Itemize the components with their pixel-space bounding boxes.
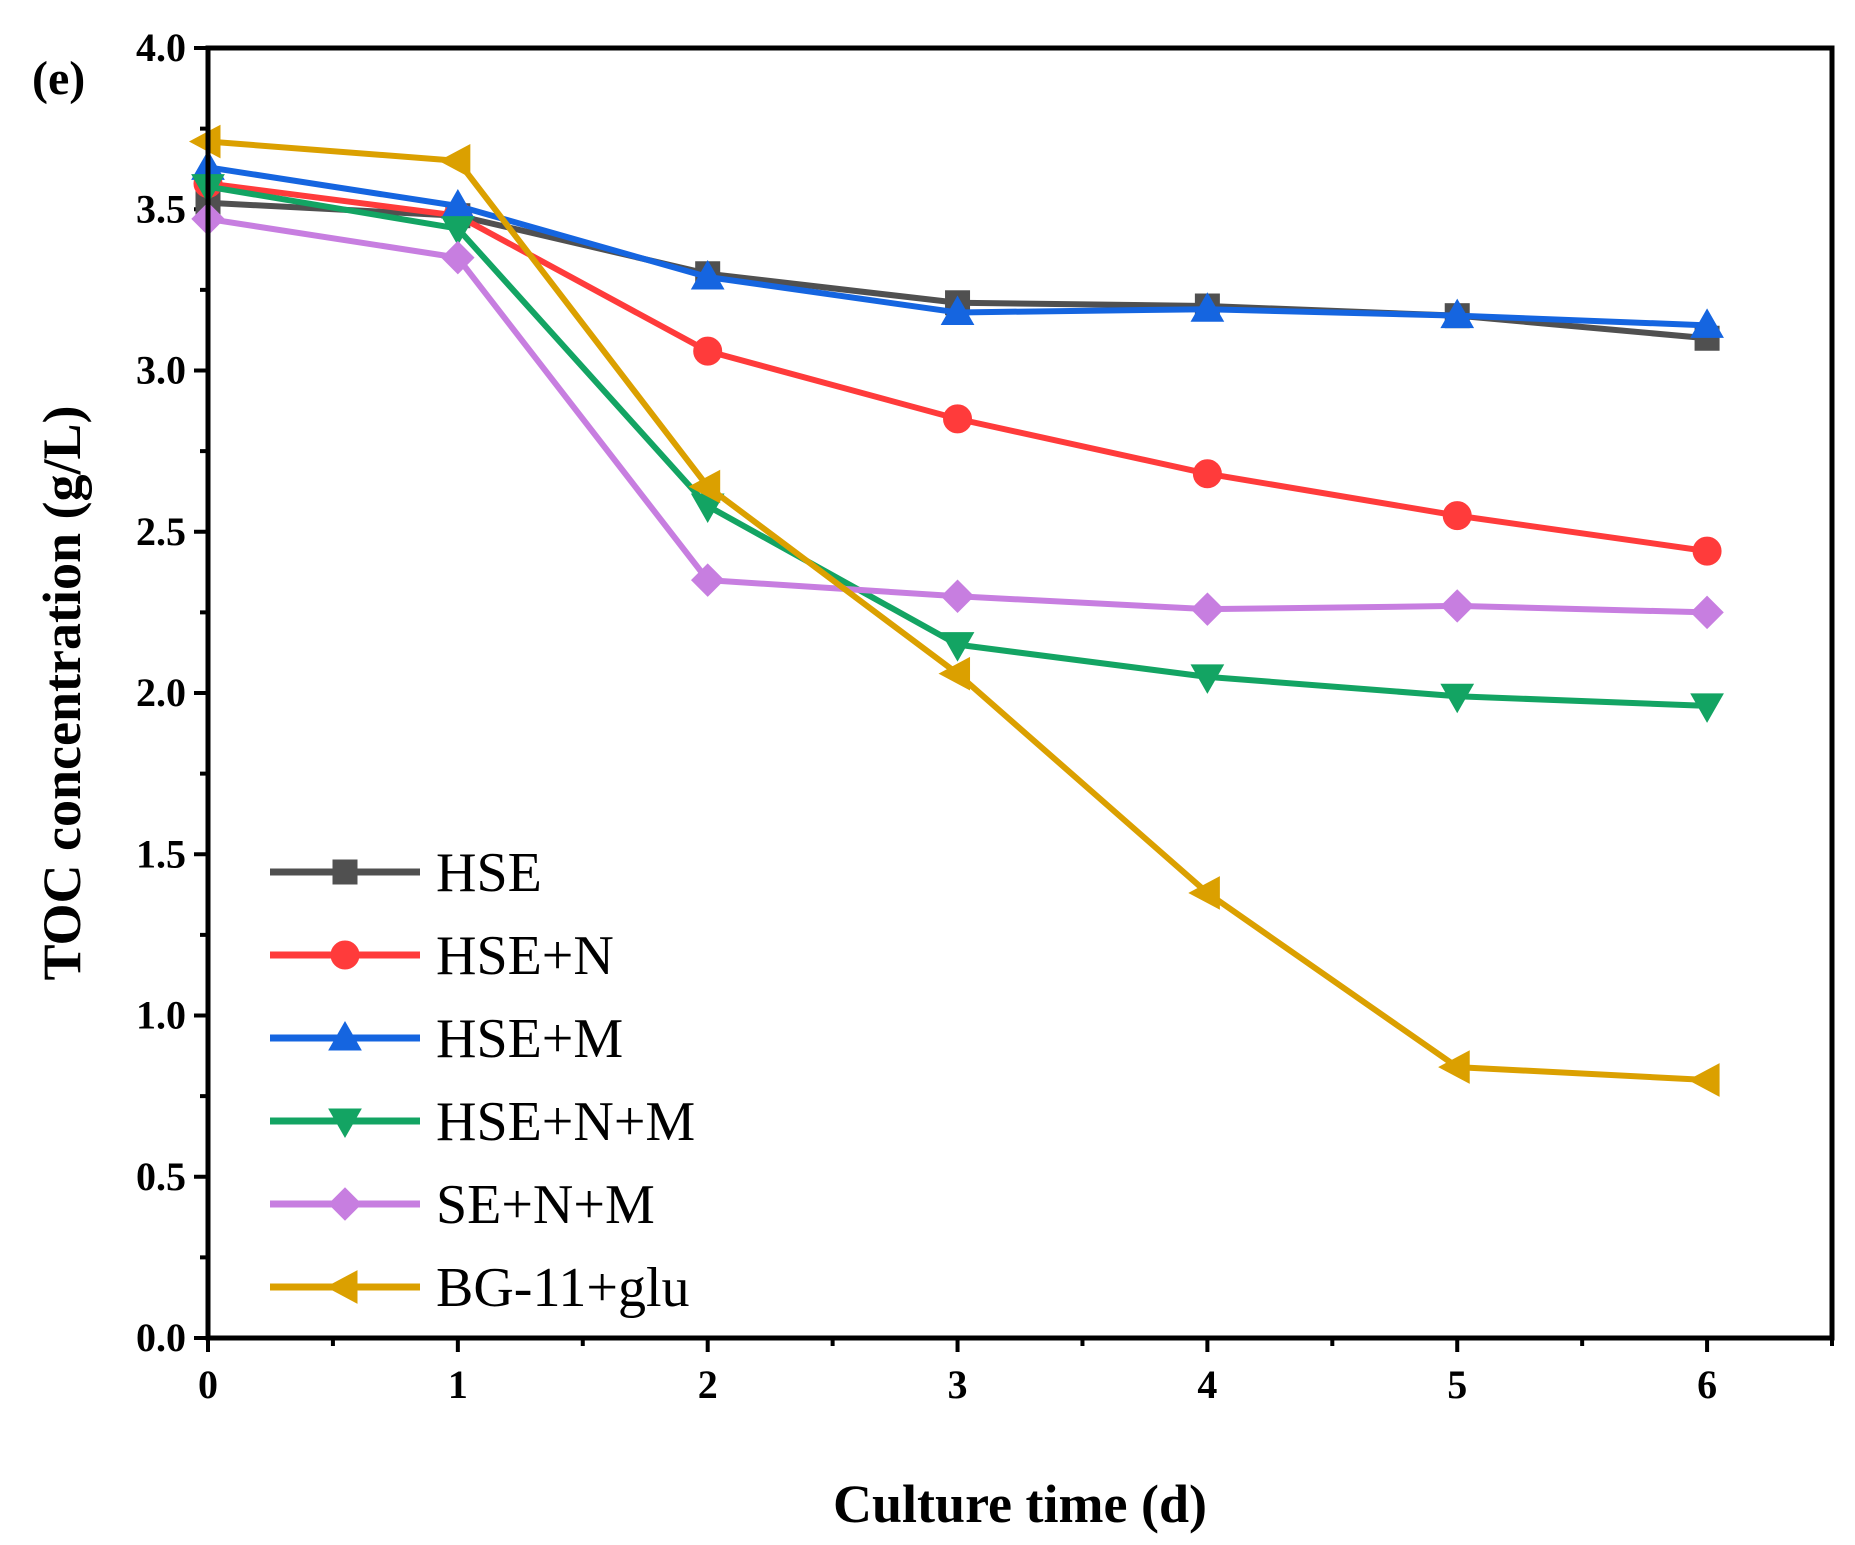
legend-entry: SE+N+M — [270, 1174, 655, 1236]
data-point — [1690, 693, 1724, 723]
data-point — [1690, 308, 1724, 338]
data-point — [940, 295, 975, 325]
data-point — [940, 579, 975, 613]
legend-label: HSE+N — [436, 925, 614, 987]
data-point — [940, 632, 975, 662]
data-point — [938, 656, 971, 691]
data-point — [693, 336, 723, 366]
tick-labels-layer: 0 1 2 3 4 5 6 0.0 0.5 1.0 1.5 2.0 2.5 3.0 3.5 4.0 — [136, 25, 1717, 1407]
legend-entry: HSE — [270, 842, 542, 904]
legend-marker — [332, 859, 358, 885]
legend-label: SE+N+M — [436, 1174, 655, 1236]
y-tick-label: 2.0 — [136, 670, 186, 715]
y-tick-label: 2.5 — [136, 509, 186, 554]
legend-marker — [325, 1270, 358, 1304]
data-point — [441, 240, 475, 275]
legend-label: HSE+N+M — [436, 1091, 695, 1153]
legend-label: HSE+M — [436, 1008, 623, 1070]
y-tick-label: 3.0 — [136, 348, 186, 393]
legend-entry: HSE+N+M — [270, 1091, 695, 1153]
data-point — [1440, 589, 1474, 623]
data-point — [1188, 876, 1220, 910]
data-point — [690, 563, 725, 597]
data-point — [943, 404, 973, 434]
x-tick-label: 3 — [948, 1362, 968, 1407]
data-point — [1440, 298, 1475, 329]
y-tick-label: 3.5 — [136, 186, 186, 231]
data-point — [1190, 592, 1225, 626]
x-tick-label: 4 — [1197, 1362, 1217, 1407]
data-point — [1442, 501, 1472, 531]
series-line — [207, 180, 1708, 555]
x-tick-label: 0 — [198, 1362, 218, 1407]
legend-marker — [328, 1108, 362, 1139]
y-tick-label: 4.0 — [136, 25, 186, 70]
series-hse-n — [193, 168, 1722, 566]
panel-label: (e) — [32, 52, 85, 105]
x-tick-label: 2 — [698, 1362, 718, 1407]
legend-marker — [330, 940, 360, 970]
data-point — [1190, 664, 1225, 694]
series-layer — [188, 124, 1724, 1097]
plot-frame — [205, 45, 1835, 1341]
data-point — [1692, 536, 1722, 566]
series-hse-n-m — [191, 174, 1724, 723]
data-point — [440, 216, 475, 246]
legend-label: BG-11+glu — [436, 1257, 690, 1319]
data-point — [1690, 595, 1724, 630]
data-point — [690, 259, 725, 290]
data-point — [1438, 1050, 1470, 1084]
x-tick-label: 1 — [448, 1362, 468, 1407]
series-hse-m — [191, 150, 1724, 338]
legend-marker — [328, 1187, 362, 1221]
data-point — [1192, 459, 1222, 489]
legend-label: HSE — [436, 842, 542, 904]
data-point — [688, 469, 721, 504]
series-hse — [195, 190, 1720, 351]
data-point — [1190, 292, 1225, 322]
series-se-n-m — [191, 202, 1724, 630]
x-tick-label: 5 — [1447, 1362, 1467, 1407]
data-point — [1440, 683, 1475, 714]
y-tick-label: 1.0 — [136, 993, 186, 1038]
y-tick-label: 0.5 — [136, 1154, 186, 1199]
legend: HSE HSE+N HSE+M HSE+N+M SE+N+M BG-11+glu — [270, 842, 695, 1319]
y-axis-title: TOC concentration (g/L) — [32, 406, 92, 981]
y-tick-label: 0.0 — [136, 1315, 186, 1360]
y-tick-label: 1.5 — [136, 831, 186, 876]
data-point — [1688, 1063, 1720, 1097]
legend-entry: HSE+M — [270, 1008, 623, 1070]
data-point — [438, 144, 471, 178]
data-point — [188, 124, 221, 159]
series-bg-11-glu — [188, 124, 1720, 1097]
x-tick-label: 6 — [1697, 1362, 1717, 1407]
legend-entry: BG-11+glu — [270, 1257, 690, 1319]
series-line — [207, 183, 1708, 709]
x-axis-title: Culture time (d) — [833, 1474, 1207, 1534]
legend-entry: HSE+N — [270, 925, 614, 987]
legend-marker — [328, 1020, 362, 1051]
